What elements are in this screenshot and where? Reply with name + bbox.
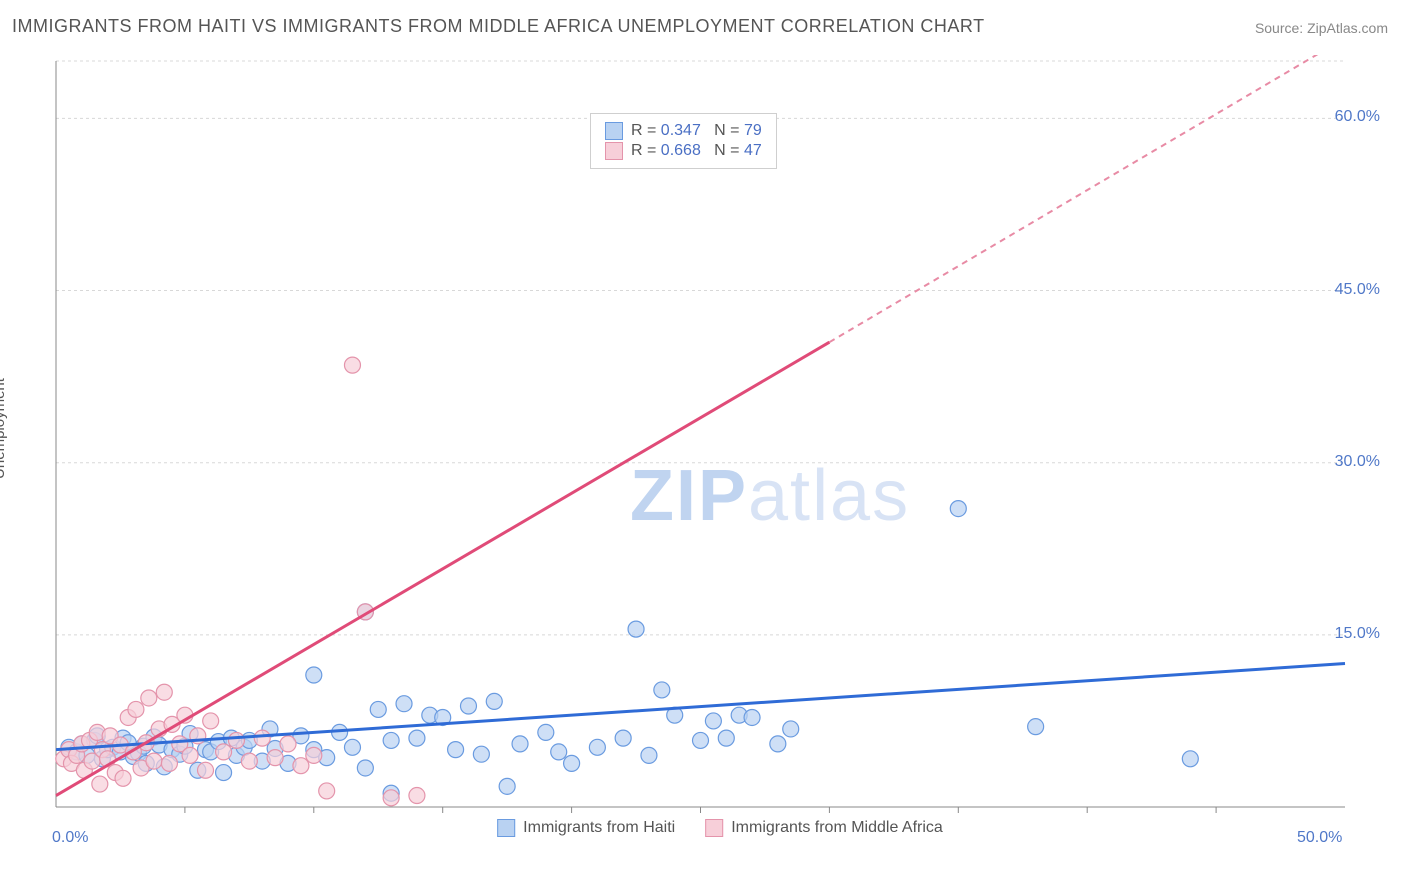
watermark: ZIPatlas bbox=[630, 455, 910, 537]
bottom-legend-haiti: Immigrants from Haiti bbox=[497, 819, 675, 837]
legend-text-haiti: R = 0.347 N = 79 bbox=[631, 122, 762, 140]
chart-title: IMMIGRANTS FROM HAITI VS IMMIGRANTS FROM… bbox=[12, 16, 985, 37]
bottom-swatch-africa bbox=[705, 819, 723, 837]
y-tick-label: 15.0% bbox=[1335, 625, 1380, 643]
y-axis-label: Unemployment bbox=[0, 378, 8, 479]
y-tick-label: 30.0% bbox=[1335, 453, 1380, 471]
chart-container: ZIPatlas R = 0.347 N = 79 R = 0.668 N = … bbox=[50, 55, 1390, 845]
x-tick-label: 0.0% bbox=[52, 829, 88, 847]
legend-swatch-haiti bbox=[605, 122, 623, 140]
correlation-legend: R = 0.347 N = 79 R = 0.668 N = 47 bbox=[590, 113, 777, 169]
x-tick-label: 50.0% bbox=[1297, 829, 1342, 847]
legend-swatch-africa bbox=[605, 142, 623, 160]
bottom-legend: Immigrants from Haiti Immigrants from Mi… bbox=[497, 819, 943, 837]
bottom-swatch-haiti bbox=[497, 819, 515, 837]
legend-text-africa: R = 0.668 N = 47 bbox=[631, 142, 762, 160]
scatter-plot bbox=[50, 55, 1390, 845]
bottom-legend-africa: Immigrants from Middle Africa bbox=[705, 819, 943, 837]
legend-row-africa: R = 0.668 N = 47 bbox=[605, 142, 762, 160]
source-label: Source: ZipAtlas.com bbox=[1255, 20, 1388, 36]
y-tick-label: 60.0% bbox=[1335, 108, 1380, 126]
y-tick-label: 45.0% bbox=[1335, 281, 1380, 299]
legend-row-haiti: R = 0.347 N = 79 bbox=[605, 122, 762, 140]
